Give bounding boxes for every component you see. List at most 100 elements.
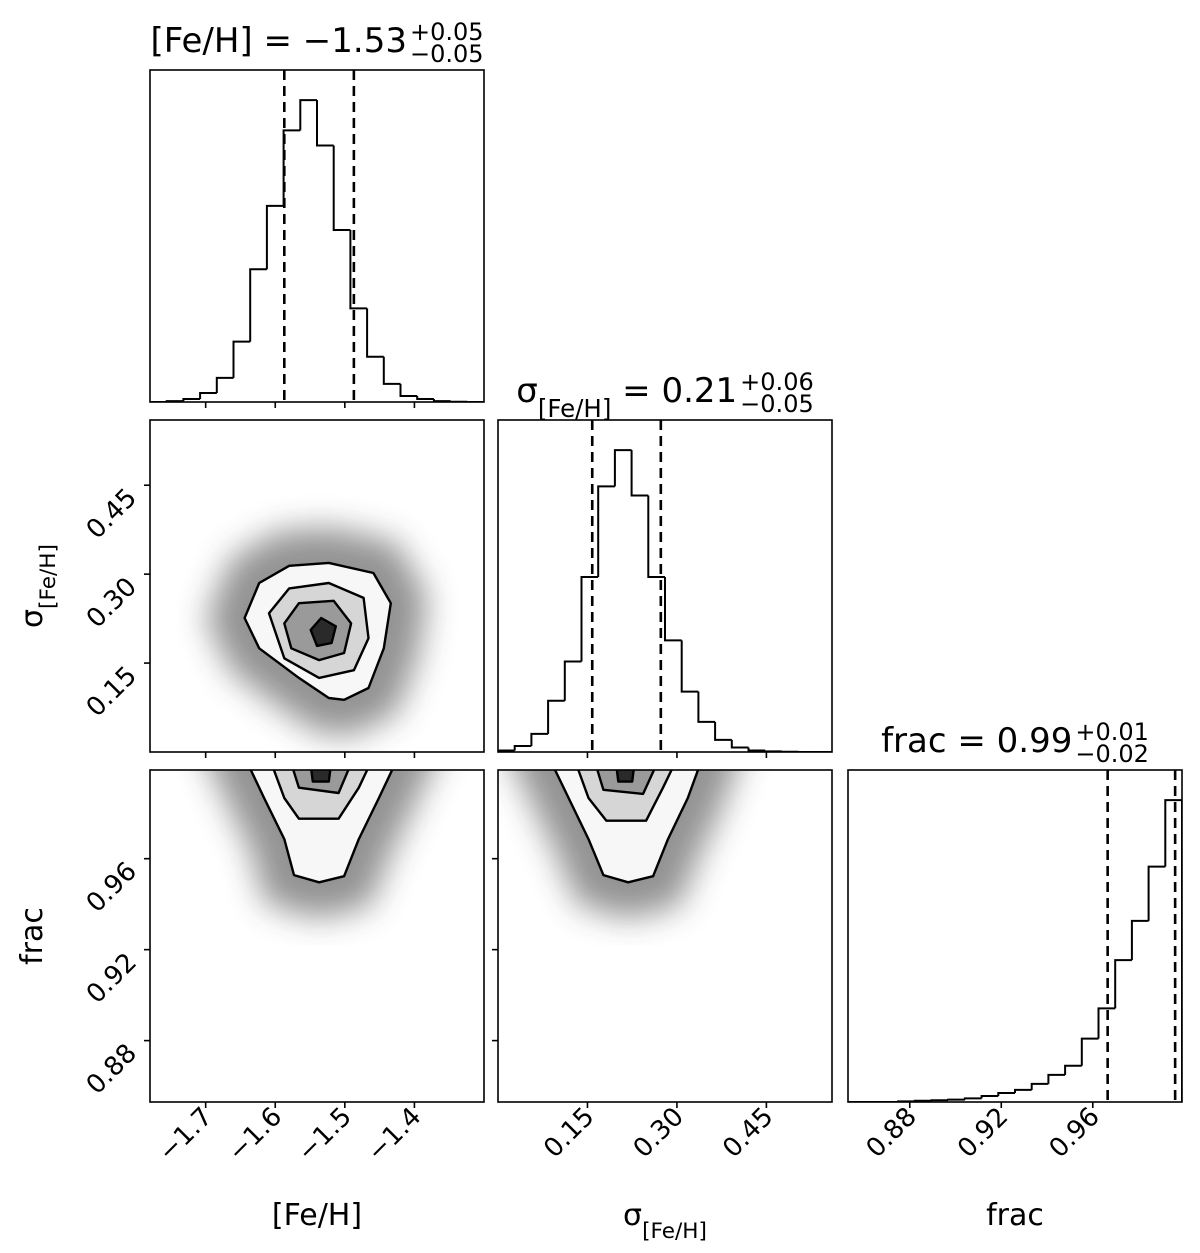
panel-title: frac = 0.99 +0.01−0.02 xyxy=(881,718,1149,768)
panel-frame xyxy=(497,769,833,1103)
x-axis-label-part: σ xyxy=(623,1198,642,1233)
x-tick-label: 0.92 xyxy=(952,1102,1014,1164)
hist-bin xyxy=(947,1098,965,1101)
x-tick-label: −1.5 xyxy=(292,1102,358,1168)
hist-bin xyxy=(963,1097,982,1100)
x-tick-label: 0.45 xyxy=(717,1102,779,1164)
title-upper: +0.05 xyxy=(410,18,484,46)
y-tick-label: 0.45 xyxy=(81,483,143,545)
y-tick-label: 0.88 xyxy=(81,1038,143,1100)
x-tick-label: 0.88 xyxy=(861,1102,923,1164)
hist-bin xyxy=(1164,799,1182,867)
hist-bin xyxy=(597,485,615,577)
title-upper: +0.01 xyxy=(1075,718,1149,746)
hist-bin xyxy=(498,749,515,752)
histogram xyxy=(498,420,832,752)
y-axis-label-part: frac xyxy=(15,907,50,965)
hist-bin xyxy=(1130,919,1149,961)
histogram xyxy=(848,770,1182,1102)
x-tick-label: −1.4 xyxy=(362,1102,428,1168)
hist-bin xyxy=(997,1091,1015,1096)
hist-bin xyxy=(680,640,699,693)
hist-bin xyxy=(282,129,301,206)
hist-bin xyxy=(316,100,334,147)
panel-frame xyxy=(149,419,485,753)
panel-frame xyxy=(497,419,833,753)
title-lower: −0.05 xyxy=(410,40,484,68)
title-text-part: [Fe/H] = −1.53 xyxy=(150,21,406,61)
hist-bin xyxy=(563,660,582,701)
hist-bin xyxy=(1114,959,1132,1009)
x-axis-label-part: frac xyxy=(986,1198,1044,1233)
contour xyxy=(615,770,635,783)
hist-bin xyxy=(416,395,434,400)
hist-bin xyxy=(366,308,384,358)
panel-frame xyxy=(149,69,485,403)
hist-bin xyxy=(1047,1073,1066,1084)
hist-bin xyxy=(530,732,549,746)
hist-bin xyxy=(232,340,251,378)
hist-bin xyxy=(697,691,716,723)
title-text: frac = 0.99 xyxy=(881,721,1072,761)
panel-title: σ[Fe/H] = 0.21 +0.06−0.05 xyxy=(516,368,813,423)
x-tick-label: 0.30 xyxy=(628,1102,690,1164)
hist-bin xyxy=(1064,1064,1082,1075)
title-text: [Fe/H] = −1.53 xyxy=(150,21,406,61)
hist-bin xyxy=(299,99,317,131)
hist-bin xyxy=(613,449,632,487)
hist-bin xyxy=(265,204,284,270)
hist-bin xyxy=(580,575,599,662)
hist-bin xyxy=(630,450,649,497)
pair-panel xyxy=(212,770,431,919)
x-axis-label: [Fe/H] xyxy=(272,1198,362,1233)
hist-bin xyxy=(664,576,682,642)
pair-panel xyxy=(516,770,736,919)
x-axis-label-part: [Fe/H] xyxy=(272,1198,362,1233)
y-tick-label: 0.30 xyxy=(81,572,143,634)
hist-bin xyxy=(913,1099,932,1102)
hist-bin xyxy=(747,747,766,752)
y-axis-label: σ[Fe/H] xyxy=(15,544,61,628)
histogram xyxy=(150,70,484,402)
hist-bin xyxy=(399,383,418,397)
title-text-part: = 0.21 xyxy=(611,371,737,411)
pair-panel xyxy=(206,527,428,736)
hist-bin xyxy=(332,145,351,231)
panel-frame xyxy=(847,769,1183,1103)
hist-bin xyxy=(382,356,401,385)
hist-bin xyxy=(1147,865,1166,921)
title-upper: +0.06 xyxy=(740,368,814,396)
hist-bin xyxy=(249,268,267,342)
x-tick-label: 0.96 xyxy=(1044,1102,1106,1164)
contour xyxy=(310,770,332,783)
hist-bin xyxy=(215,376,234,393)
panel-frame xyxy=(149,769,485,1103)
y-tick-label: 0.92 xyxy=(81,947,143,1009)
hist-bin xyxy=(1014,1088,1032,1093)
x-tick-label: −1.6 xyxy=(222,1102,288,1168)
title-lower: −0.05 xyxy=(740,390,814,418)
hist-bin xyxy=(980,1094,999,1099)
x-axis-label: frac xyxy=(986,1198,1044,1233)
y-tick-label: 0.15 xyxy=(81,661,143,723)
x-axis-label-part: [Fe/H] xyxy=(642,1219,707,1244)
title-text-part: [Fe/H] xyxy=(538,394,612,423)
contour xyxy=(309,616,337,648)
hist-bin xyxy=(513,744,532,751)
title-text: σ[Fe/H] = 0.21 xyxy=(516,371,737,423)
panel-title: [Fe/H] = −1.53 +0.05−0.05 xyxy=(150,18,483,68)
hist-bin xyxy=(432,398,451,402)
hist-bin xyxy=(647,495,665,578)
hist-bin xyxy=(1097,1007,1116,1039)
x-axis-label: σ[Fe/H] xyxy=(623,1198,707,1244)
title-lower: −0.02 xyxy=(1075,740,1149,768)
y-axis-label-part: σ xyxy=(15,609,50,628)
hist-bin xyxy=(714,721,732,741)
hist-bin xyxy=(182,397,201,402)
x-tick-label: 0.15 xyxy=(538,1102,600,1164)
hist-bin xyxy=(349,229,368,310)
hist-bin xyxy=(547,699,565,734)
hist-bin xyxy=(1030,1082,1049,1090)
x-tick-label: −1.7 xyxy=(153,1102,219,1168)
